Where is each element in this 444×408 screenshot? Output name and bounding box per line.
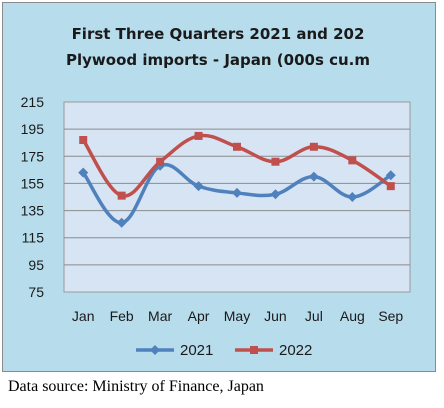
line-chart: First Three Quarters 2021 and 202 Plywoo… [21,25,411,359]
y-axis-ticks: 75 95 115 135 155 175 195 215 [21,94,45,300]
chart-frame: First Three Quarters 2021 and 202 Plywoo… [2,2,436,372]
data-point-diamond [193,181,204,192]
data-point-diamond [150,345,160,355]
x-tick-label: Aug [340,308,365,324]
y-tick-label: 215 [21,94,45,110]
data-point-diamond [116,217,127,228]
series-lines [78,131,396,228]
legend-item-2022: 2022 [235,342,312,359]
chart-title-line-2: Plywood imports - Japan (000s cu.m [66,51,370,69]
legend: 2021 2022 [136,342,312,359]
data-point-diamond [385,170,396,181]
data-point-square [348,156,357,165]
data-point-square [250,346,258,354]
y-tick-label: 155 [21,175,45,191]
y-tick-label: 135 [21,203,45,219]
legend-label: 2022 [279,342,312,359]
data-source-note: Data source: Ministry of Finance, Japan [8,378,264,395]
data-point-square [156,157,165,166]
x-tick-label: Jan [72,308,95,324]
data-point-square [79,136,88,144]
data-point-diamond [232,187,242,198]
x-tick-label: Sep [378,308,403,324]
x-tick-label: Jun [264,308,287,324]
chart-title-line-1: First Three Quarters 2021 and 202 [72,25,365,43]
data-point-square [233,142,241,151]
y-tick-label: 95 [28,257,44,273]
series-2021 [78,160,396,228]
legend-item-2021: 2021 [136,342,213,359]
y-tick-label: 75 [28,284,44,300]
x-tick-label: Apr [188,308,210,324]
x-tick-label: Jul [305,308,323,324]
data-point-diamond [270,189,281,200]
data-point-diamond [78,167,89,178]
data-point-square [117,191,126,200]
x-tick-label: May [224,308,250,324]
series-2022 [79,131,395,200]
data-point-square [271,157,280,166]
data-point-diamond [347,192,358,202]
y-tick-label: 195 [21,121,45,137]
x-tick-label: Mar [148,308,172,324]
y-tick-label: 115 [22,230,45,246]
data-point-square [309,142,318,151]
data-point-square [386,182,395,191]
x-tick-label: Feb [110,308,134,324]
legend-label: 2021 [180,342,213,359]
gridlines [64,128,410,266]
data-point-diamond [308,171,319,182]
data-point-square [194,131,203,140]
y-tick-label: 175 [21,148,45,164]
x-axis-ticks: Jan Feb Mar Apr May Jun Jul Aug Sep [72,308,404,324]
